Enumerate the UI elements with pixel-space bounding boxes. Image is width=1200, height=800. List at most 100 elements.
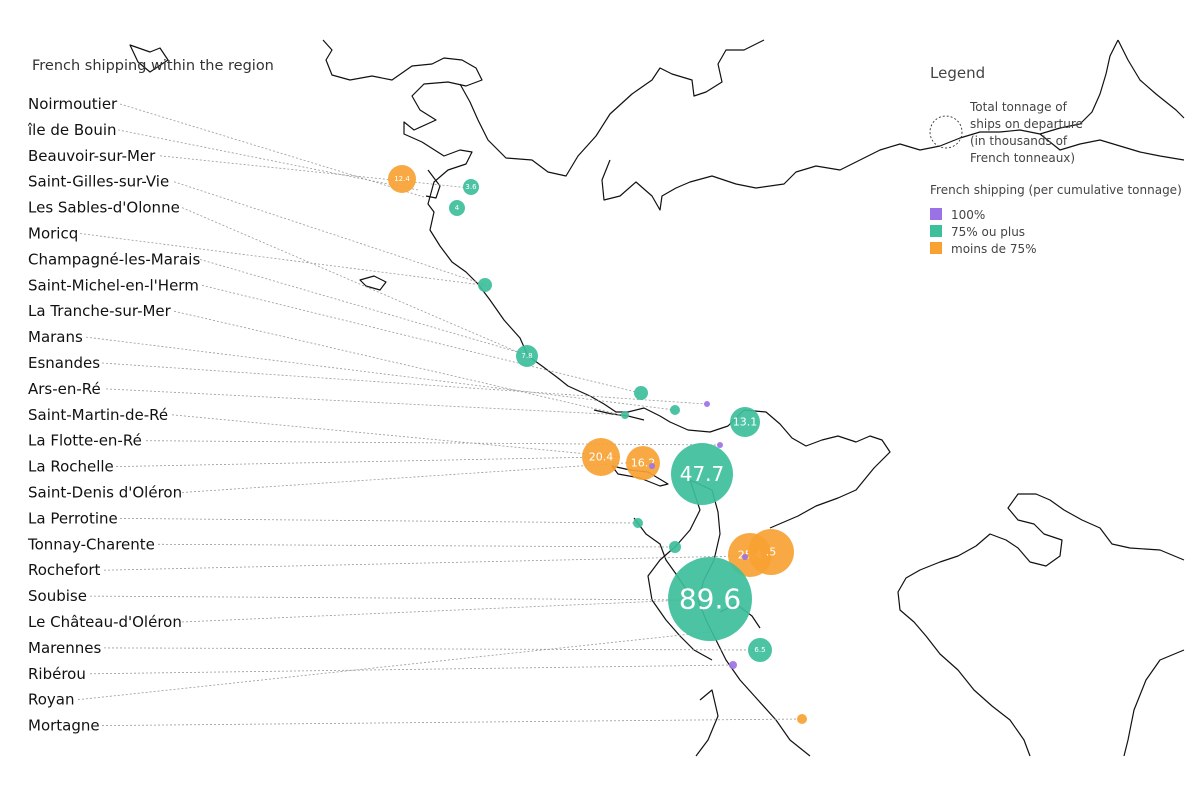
leader-lines [77, 103, 803, 726]
port-label: Marans [28, 328, 83, 346]
port-bubble [633, 518, 643, 528]
leader-line [181, 598, 710, 623]
legend-swatch-75-plus [930, 225, 942, 237]
map-title: French shipping within the region [32, 58, 274, 74]
legend-label-100: 100% [951, 208, 985, 222]
legend-size-note-line-4: French tonneaux) [970, 151, 1075, 165]
port-label: Mortagne [28, 717, 100, 735]
leader-line [89, 664, 735, 675]
bubble-value-label: 7.8 [521, 352, 532, 360]
leader-line [103, 647, 761, 651]
leader-line [101, 362, 707, 405]
port-label: Tonnay-Charente [27, 535, 155, 553]
port-label: île de Bouin [27, 121, 117, 139]
legend-swatch-under-75 [930, 242, 942, 254]
legend-size-note-line-2: ships on departure [970, 117, 1083, 131]
port-bubble [478, 278, 492, 292]
leader-line [105, 388, 626, 416]
port-label: Moricq [28, 225, 78, 243]
port-label: La Rochelle [28, 458, 114, 476]
leader-line [77, 631, 711, 701]
bubble-value-label: 3.6 [465, 183, 477, 191]
legend-label-75-plus: 75% ou plus [951, 225, 1025, 239]
bubble-value-label: 4 [455, 204, 460, 212]
port-bubble [516, 345, 538, 367]
port-bubble [582, 438, 620, 476]
port-label: Saint-Michel-en-l'Herm [28, 276, 199, 294]
port-bubble [742, 554, 748, 560]
port-bubbles: 12.43.647.813.120.416.247.725.4.589.66.5 [388, 165, 807, 724]
port-bubble [748, 638, 772, 662]
bubble-value-label: 12.4 [394, 175, 410, 183]
port-label: Champagné-les-Marais [28, 250, 200, 268]
port-label: Beauvoir-sur-Mer [28, 147, 156, 165]
port-label: Ribérou [28, 665, 86, 683]
port-label: Ars-en-Ré [28, 380, 101, 398]
leader-line [119, 518, 637, 524]
port-bubble [670, 405, 680, 415]
legend-swatch-100 [930, 208, 942, 220]
port-bubble [463, 179, 479, 195]
legend-category-heading: French shipping (per cumulative tonnage) [930, 183, 1182, 197]
port-bubble [626, 446, 660, 480]
bubble-value-label: 89.6 [679, 583, 741, 616]
port-bubble [704, 401, 710, 407]
leader-line [101, 718, 803, 726]
port-bubble [797, 714, 807, 724]
port-label: La Perrotine [28, 509, 118, 527]
bubble-value-label: 6.5 [754, 646, 765, 654]
port-label: Rochefort [28, 561, 101, 579]
legend-size-note-line-3: (in thousands of [970, 134, 1068, 148]
leader-line [159, 155, 471, 189]
bubble-value-label: 47.7 [680, 462, 725, 486]
port-label: La Tranche-sur-Mer [28, 302, 172, 320]
port-bubble [649, 463, 655, 469]
leader-line [79, 233, 491, 287]
port-label: Royan [28, 691, 75, 709]
port-bubble [634, 386, 648, 400]
leader-line [199, 259, 529, 356]
port-bubble [669, 541, 681, 553]
port-label: Noirmoutier [28, 95, 118, 113]
legend-size-note-line-1: Total tonnage of [969, 100, 1068, 114]
port-bubble [671, 443, 733, 505]
legend-size-circle-icon [929, 115, 963, 149]
leader-line [145, 440, 721, 446]
port-label: Esnandes [28, 354, 100, 372]
leader-line [85, 336, 676, 411]
leader-line [89, 595, 701, 601]
port-label-list: Noirmoutier île de Bouin Beauvoir-sur-Mer S… [27, 95, 200, 735]
leader-line [115, 456, 601, 467]
bubble-value-label: 20.4 [589, 451, 614, 464]
port-label: Les Sables-d'Olonne [28, 199, 180, 217]
leader-line [181, 207, 528, 357]
leader-line [157, 543, 676, 548]
leader-line [119, 103, 425, 198]
port-bubble [729, 661, 737, 669]
leader-line [117, 129, 419, 191]
port-bubble [449, 200, 465, 216]
port-label: Soubise [28, 587, 87, 605]
leader-line [171, 414, 621, 458]
port-label: Le Château-d'Oléron [28, 613, 182, 631]
port-label: Saint-Denis d'Oléron [28, 484, 182, 502]
leader-line [103, 555, 741, 571]
leader-line [173, 310, 623, 416]
port-label: Saint-Gilles-sur-Vie [28, 173, 169, 191]
bubble-value-label: 13.1 [733, 416, 758, 429]
port-label: Saint-Martin-de-Ré [28, 406, 168, 424]
port-label: Marennes [28, 639, 101, 657]
bubble-value-label: .5 [766, 546, 777, 559]
leader-line [181, 461, 641, 493]
port-bubble [668, 557, 752, 641]
legend: Legend Total tonnage of ships on departu… [929, 64, 1182, 256]
port-bubble [717, 442, 723, 448]
port-bubble [621, 411, 629, 419]
port-bubble [730, 407, 760, 437]
port-label: La Flotte-en-Ré [28, 432, 142, 450]
legend-title: Legend [930, 64, 985, 82]
leader-line [201, 284, 641, 394]
leader-line [173, 181, 487, 286]
port-bubble [748, 529, 794, 575]
